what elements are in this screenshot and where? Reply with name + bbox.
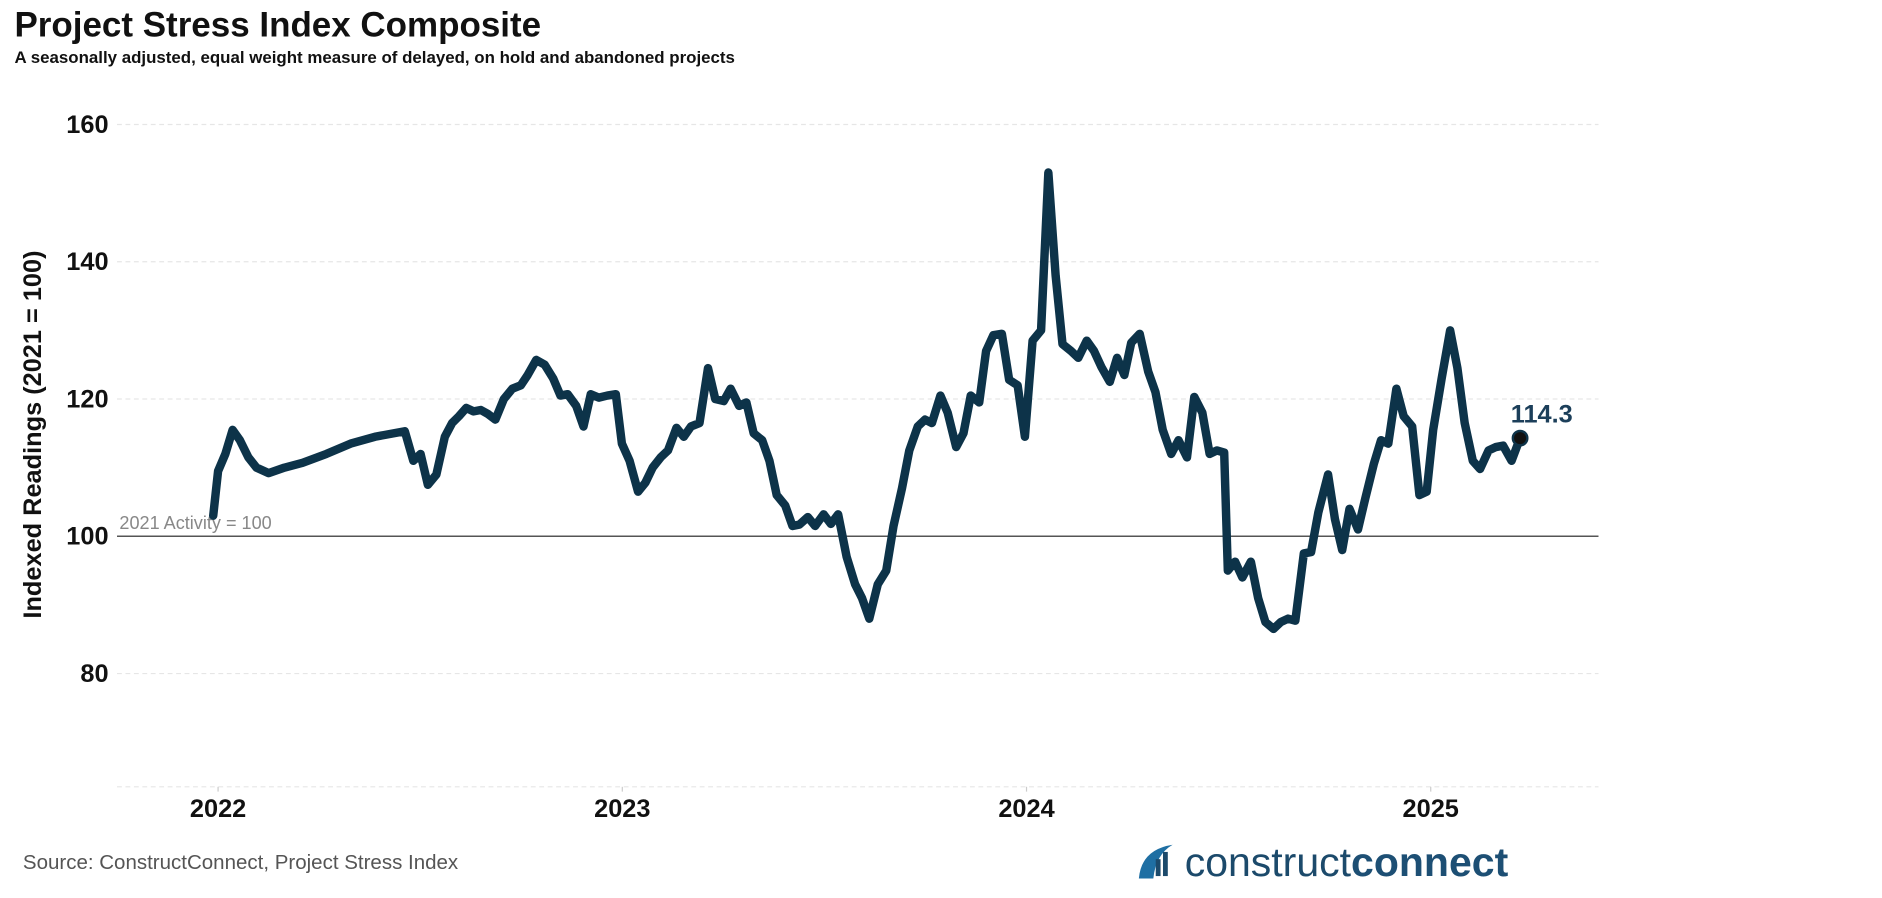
y-tick-label: 140: [66, 248, 108, 276]
y-tick-label: 100: [66, 523, 108, 551]
y-tick-label: 160: [66, 111, 108, 139]
last-point-label: 114.3: [1511, 400, 1573, 428]
chart-title: Project Stress Index Composite: [14, 5, 541, 44]
logo-icon: [1155, 859, 1161, 877]
x-tick-label: 2023: [594, 795, 650, 823]
y-axis-label: Indexed Readings (2021 = 100): [19, 250, 47, 618]
logo-text: constructconnect: [1185, 839, 1509, 885]
x-tick-label: 2024: [998, 795, 1054, 823]
logo-icon: [1138, 844, 1173, 879]
source-note: Source: ConstructConnect, Project Stress…: [23, 851, 459, 874]
x-tick-label: 2025: [1403, 795, 1459, 823]
y-tick-label: 120: [66, 385, 108, 413]
last-point-marker: [1511, 429, 1529, 447]
logo-text-bold: connect: [1351, 839, 1509, 885]
chart-subtitle: A seasonally adjusted, equal weight meas…: [14, 48, 734, 67]
x-tick-label: 2022: [190, 795, 246, 823]
reference-label: 2021 Activity = 100: [119, 513, 271, 533]
logo-text-light: construct: [1185, 839, 1352, 885]
data-line: [208, 168, 1525, 634]
logo-icon: [1162, 851, 1168, 877]
logo: constructconnect: [1138, 839, 1509, 885]
y-tick-label: 80: [80, 660, 108, 688]
